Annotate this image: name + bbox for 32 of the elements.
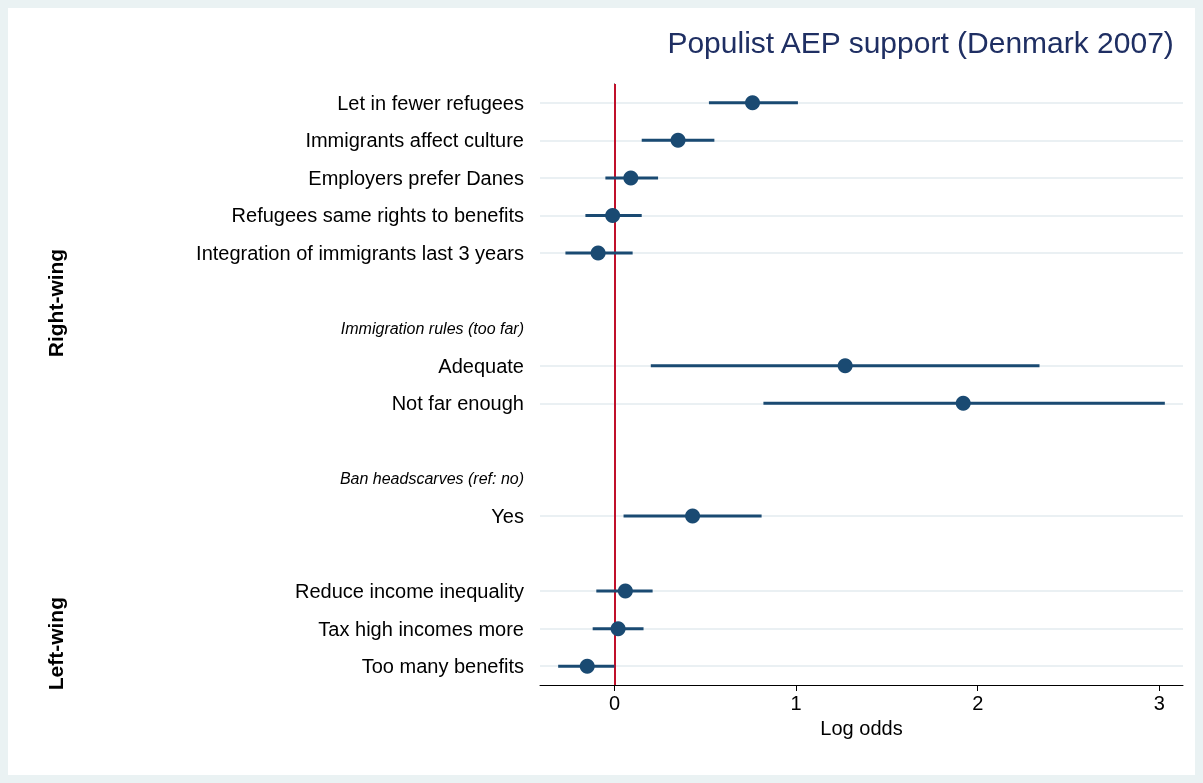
point — [617, 583, 633, 599]
y-tick-label: Integration of immigrants last 3 years — [196, 242, 524, 265]
chart-title: Populist AEP support (Denmark 2007) — [667, 25, 1174, 59]
y-tick-label: Reduce income inequality — [294, 580, 524, 603]
y-tick-label: Employers prefer Danes — [308, 166, 524, 189]
point — [623, 170, 639, 186]
point — [590, 245, 606, 261]
text: Right-wing — [43, 248, 67, 358]
y-tick-label: Immigration rules (too far) — [340, 319, 524, 337]
y-tick-label: Not far enough — [391, 392, 524, 415]
point — [955, 395, 971, 411]
x-tick-label: 1 — [790, 692, 802, 714]
text: Left-wing — [43, 597, 67, 691]
point — [610, 621, 626, 637]
y-tick-label: Yes — [491, 504, 524, 527]
point — [605, 207, 621, 223]
y-tick-label: Tax high incomes more — [318, 617, 524, 640]
y-tick-label: Adequate — [438, 354, 524, 377]
x-axis-title: Log odds — [820, 716, 903, 739]
point — [685, 508, 701, 524]
y-tick-label: Too many benefits — [361, 655, 524, 678]
point — [579, 658, 595, 674]
x-tick-label: 2 — [972, 692, 984, 714]
y-tick-label: Ban headscarves (ref: no) — [339, 469, 524, 487]
point — [745, 95, 761, 111]
y-tick-label: Let in fewer refugees — [337, 91, 524, 114]
x-tick-label: 0 — [608, 692, 621, 714]
x-tick-label: 3 — [1153, 692, 1165, 714]
y-tick-label: Immigrants affect culture — [305, 129, 524, 152]
y-tick-label: Refugees same rights to benefits — [231, 204, 524, 227]
point — [670, 132, 686, 148]
point — [837, 358, 853, 374]
